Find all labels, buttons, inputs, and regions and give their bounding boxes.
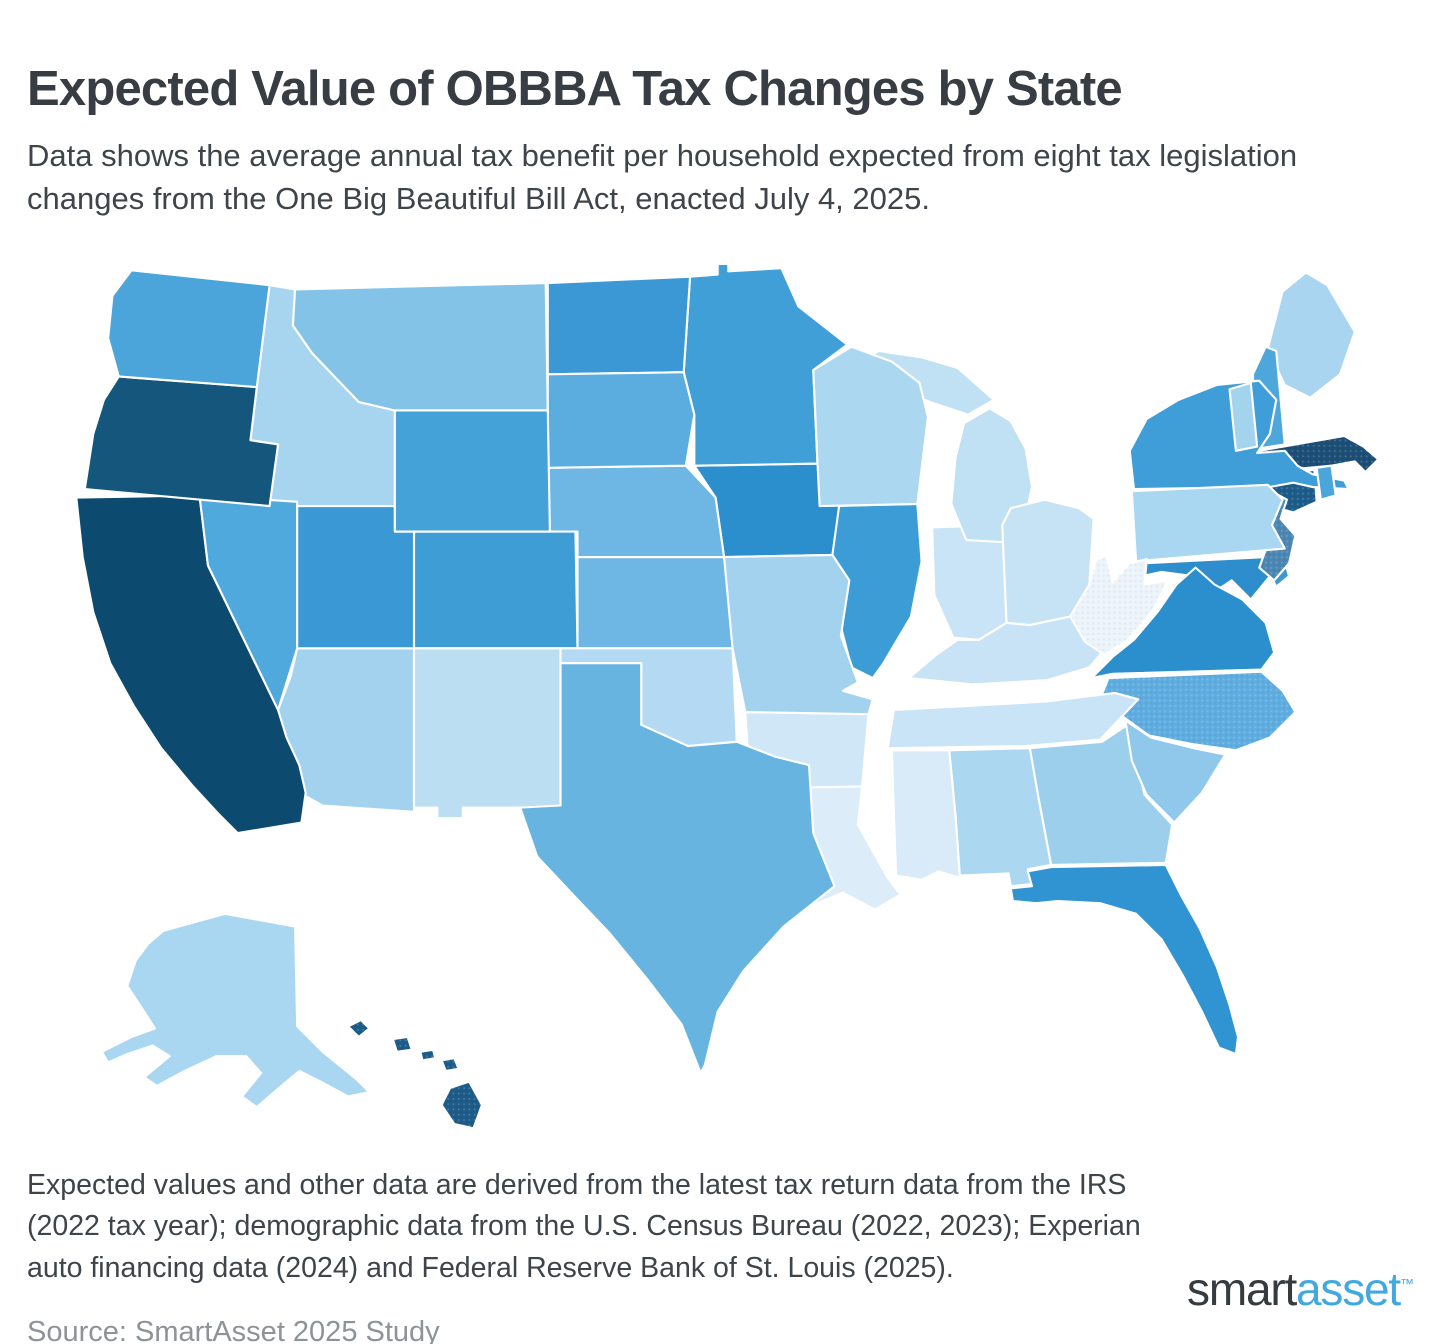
state-HI-texture: [392, 1036, 412, 1052]
methodology-note: Expected values and other data are deriv…: [27, 1168, 1141, 1285]
state-ME: Maine: [1266, 271, 1356, 399]
state-MT: Montana: [291, 281, 549, 412]
state-HI-texture: [441, 1081, 482, 1129]
state-NC-texture: [1099, 671, 1296, 751]
state-WV-texture: [1070, 554, 1168, 655]
logo-asset: asset: [1296, 1263, 1401, 1315]
state-WY: Wyoming: [393, 409, 551, 533]
state-VA: Virginia: [1090, 566, 1276, 680]
state-NV: Nevada: [198, 494, 299, 711]
us-map-svg: AlabamaAlaskaArizonaArkansasCaliforniaCo…: [75, 262, 1380, 1130]
state-GA: Georgia: [1028, 723, 1174, 867]
state-TN: Tennessee: [886, 691, 1140, 750]
state-MS: Mississippi: [890, 749, 961, 881]
state-KS: Kansas: [576, 555, 736, 650]
logo-smart: smart: [1187, 1263, 1297, 1315]
state-OR: Oregon: [83, 375, 280, 508]
state-VT: Vermont: [1228, 381, 1259, 452]
state-CO: Colorado: [412, 528, 579, 650]
us-choropleth-map: AlabamaAlaskaArizonaArkansasCaliforniaCo…: [46, 248, 1400, 1140]
state-HI-texture: [420, 1049, 436, 1061]
state-ND: North Dakota: [546, 275, 692, 376]
logo-trademark: ™: [1400, 1275, 1414, 1292]
state-WA: Washington: [107, 269, 271, 389]
state-NE: Nebraska: [546, 464, 726, 559]
state-AK: Alaska: [100, 912, 371, 1109]
state-NM: New Mexico: [412, 647, 562, 820]
source-line: Source: SmartAsset 2025 Study: [27, 1316, 440, 1344]
state-HI-texture: [348, 1020, 370, 1037]
state-MN: Minnesota: [682, 262, 849, 467]
states-group: AlabamaAlaskaArizonaArkansasCaliforniaCo…: [75, 262, 1380, 1130]
state-WI: Wisconsin: [812, 345, 930, 508]
state-FL: Florida: [1009, 863, 1240, 1056]
state-PA: Pennsylvania: [1130, 483, 1286, 563]
state-TX: Texas: [519, 662, 836, 1075]
state-SC: South Carolina: [1124, 719, 1227, 824]
page-title: Expected Value of OBBBA Tax Changes by S…: [27, 61, 1123, 116]
smartasset-logo: smartasset™: [1187, 1262, 1414, 1316]
state-MO: Missouri: [723, 553, 874, 716]
state-HI-texture: [441, 1058, 459, 1071]
state-RI: Rhode Island: [1315, 464, 1337, 501]
state-SD: South Dakota: [546, 371, 696, 469]
state-OH: Ohio: [1001, 498, 1095, 627]
page-subtitle: Data shows the average annual tax benefi…: [27, 138, 1298, 216]
